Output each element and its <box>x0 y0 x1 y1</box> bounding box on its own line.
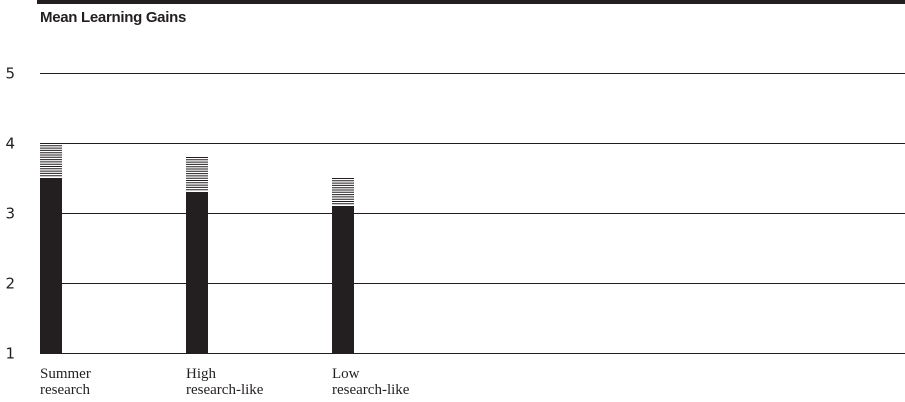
y-tick-label-3: 3 <box>5 205 15 223</box>
x-tick-label-2: Low research-like <box>332 366 410 398</box>
y-tick-label-4: 4 <box>5 135 15 153</box>
bar-base-2 <box>332 206 354 353</box>
gridlines <box>40 73 905 354</box>
y-tick-label-1: 1 <box>5 345 15 363</box>
bar-upper-2 <box>332 178 354 205</box>
top-rule <box>37 0 905 4</box>
y-tick-label-5: 5 <box>5 65 15 83</box>
bar-base-0 <box>40 178 62 353</box>
bar-base-1 <box>186 192 208 353</box>
chart-title: Mean Learning Gains <box>40 9 186 26</box>
bar-upper-0 <box>40 143 62 177</box>
x-tick-label-1: High research-like <box>186 366 264 398</box>
y-axis-ticks: 1 2 3 4 5 <box>5 65 15 363</box>
bar-upper-1 <box>186 157 208 191</box>
y-tick-label-2: 2 <box>5 275 15 293</box>
x-axis-ticks: Summer research High research-like Low resear… <box>40 366 410 398</box>
x-tick-label-0: Summer research <box>40 366 91 398</box>
bars <box>40 143 354 353</box>
